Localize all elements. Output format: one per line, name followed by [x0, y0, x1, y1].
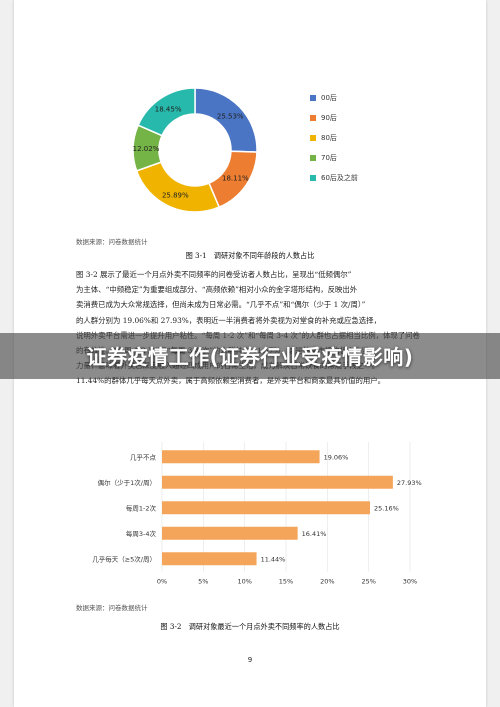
donut-slice-label-2: 25.89% — [162, 191, 189, 199]
legend-swatch-2 — [310, 135, 316, 141]
bar-category-label-2: 每周1-2次 — [126, 503, 157, 512]
paragraph-line-2: 卖消费已成为大众常规选择，但尚未成为日常必需。“几乎不点”和“偶尔（少于 1 次… — [76, 300, 366, 310]
x-tick-label-2: 10% — [237, 578, 251, 586]
legend-swatch-1 — [310, 115, 316, 121]
x-tick-label-6: 30% — [403, 578, 417, 586]
legend-item-4: 60后及之前 — [310, 173, 358, 183]
bar-1 — [162, 475, 393, 489]
figure-2-caption: 图 3-2 调研对象最近一个月点外卖不同频率的人数占比 — [160, 622, 340, 631]
bar-value-label-1: 27.93% — [397, 479, 422, 487]
age-donut-chart: 25.53% 18.11% 25.89% 12.02% 18.45% — [132, 87, 258, 213]
overlay-title: 证券疫情工作(证券行业受疫情影响) — [86, 345, 414, 369]
legend-item-3: 70后 — [310, 153, 337, 163]
legend-swatch-0 — [310, 95, 316, 101]
legend-item-0: 00后 — [310, 93, 337, 103]
bar-category-label-1: 偶尔（少于1次/周） — [98, 478, 156, 487]
bar-value-label-3: 16.41% — [302, 530, 327, 538]
bar-4 — [162, 552, 257, 566]
bar-value-label-0: 19.06% — [324, 453, 349, 461]
legend-swatch-3 — [310, 155, 316, 161]
bar-2 — [162, 501, 370, 515]
bar-3 — [162, 526, 298, 540]
x-tick-label-0: 0% — [157, 578, 167, 586]
figure-1-caption: 图 3-1 调研对象不同年龄段的人数占比 — [185, 251, 315, 260]
page-number: 9 — [247, 656, 253, 664]
legend-label-3: 70后 — [321, 154, 337, 162]
paragraph-line-3: 的人群分别为 19.06%和 27.93%，表明近一半消费者将外卖视为对堂食的补… — [76, 315, 381, 325]
bar-0 — [162, 450, 320, 464]
bar-category-label-0: 几乎不点 — [130, 452, 157, 461]
bar-category-label-4: 几乎每天（≥5次/周） — [92, 554, 156, 563]
donut-slice-label-3: 12.02% — [133, 145, 160, 153]
x-tick-label-4: 20% — [320, 578, 334, 586]
bar-value-label-2: 25.16% — [374, 504, 399, 512]
legend-swatch-4 — [310, 175, 316, 181]
x-tick-label-3: 15% — [279, 578, 293, 586]
figure-2-source: 数据来源：问卷数据统计 — [76, 604, 148, 612]
legend-item-2: 80后 — [310, 133, 337, 143]
donut-slice-label-0: 25.53% — [217, 112, 244, 120]
paragraph-line-1: 为主体、“中频稳定”为重要组成部分、“高频依赖”相对小众的金字塔形结构，反映出外 — [76, 285, 358, 295]
legend-label-2: 80后 — [321, 134, 337, 142]
title-overlay-banner — [0, 333, 500, 379]
donut-slice-4 — [137, 87, 196, 137]
legend-label-4: 60后及之前 — [321, 174, 358, 182]
donut-slice-2 — [135, 161, 221, 213]
bar-category-label-3: 每周3-4次 — [126, 529, 157, 538]
paragraph-line-0: 图 3-2 展示了最近一个月点外卖不同频率的问卷受访者人数占比，呈现出“低频偶尔… — [76, 270, 352, 279]
x-tick-label-1: 5% — [198, 578, 208, 586]
legend-label-0: 00后 — [321, 94, 337, 102]
legend-item-1: 90后 — [310, 113, 337, 123]
donut-slice-label-4: 18.45% — [155, 106, 182, 114]
paragraph-line-7: 11.44%的群体几乎每天点外卖，属于高频依赖型消费者，是外卖平台和商家最具价值… — [76, 376, 386, 386]
x-tick-label-5: 25% — [361, 578, 375, 586]
bar-value-label-4: 11.44% — [261, 555, 286, 563]
legend-label-1: 90后 — [321, 114, 337, 122]
figure-1-source: 数据来源：问卷数据统计 — [76, 238, 148, 246]
donut-slice-label-1: 18.11% — [222, 174, 249, 182]
